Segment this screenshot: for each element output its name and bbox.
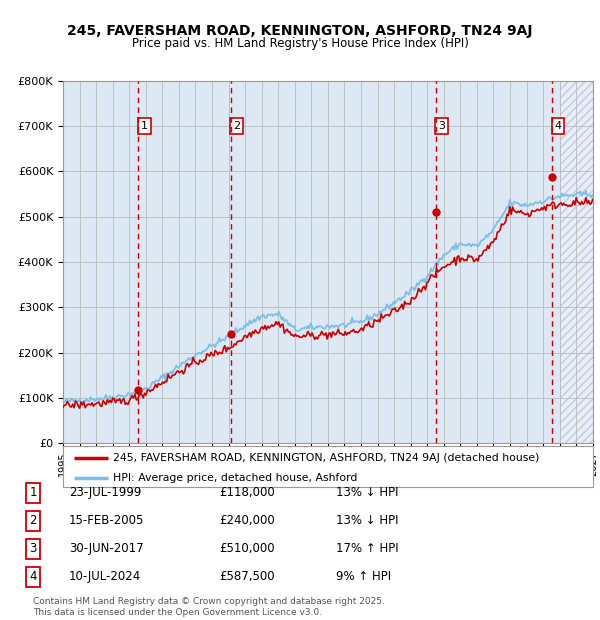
Text: 4: 4 [29, 570, 37, 583]
Text: 1: 1 [141, 121, 148, 131]
Text: £240,000: £240,000 [219, 515, 275, 527]
Text: £118,000: £118,000 [219, 487, 275, 499]
Text: Price paid vs. HM Land Registry's House Price Index (HPI): Price paid vs. HM Land Registry's House … [131, 37, 469, 50]
Text: 1: 1 [29, 487, 37, 499]
Bar [560, 81, 593, 443]
Text: 30-JUN-2017: 30-JUN-2017 [69, 542, 143, 555]
Text: 245, FAVERSHAM ROAD, KENNINGTON, ASHFORD, TN24 9AJ: 245, FAVERSHAM ROAD, KENNINGTON, ASHFORD… [67, 24, 533, 38]
Text: £587,500: £587,500 [219, 570, 275, 583]
Text: 13% ↓ HPI: 13% ↓ HPI [336, 487, 398, 499]
Text: 17% ↑ HPI: 17% ↑ HPI [336, 542, 398, 555]
Text: 245, FAVERSHAM ROAD, KENNINGTON, ASHFORD, TN24 9AJ (detached house): 245, FAVERSHAM ROAD, KENNINGTON, ASHFORD… [113, 453, 540, 463]
Text: Contains HM Land Registry data © Crown copyright and database right 2025.
This d: Contains HM Land Registry data © Crown c… [33, 598, 385, 617]
Text: 10-JUL-2024: 10-JUL-2024 [69, 570, 141, 583]
Text: HPI: Average price, detached house, Ashford: HPI: Average price, detached house, Ashf… [113, 473, 358, 483]
Text: 2: 2 [233, 121, 240, 131]
Text: 4: 4 [554, 121, 562, 131]
Text: 15-FEB-2005: 15-FEB-2005 [69, 515, 145, 527]
Text: 23-JUL-1999: 23-JUL-1999 [69, 487, 142, 499]
Text: 3: 3 [29, 542, 37, 555]
Text: £510,000: £510,000 [219, 542, 275, 555]
Text: 3: 3 [438, 121, 445, 131]
Text: 2: 2 [29, 515, 37, 527]
Text: 9% ↑ HPI: 9% ↑ HPI [336, 570, 391, 583]
Text: 13% ↓ HPI: 13% ↓ HPI [336, 515, 398, 527]
